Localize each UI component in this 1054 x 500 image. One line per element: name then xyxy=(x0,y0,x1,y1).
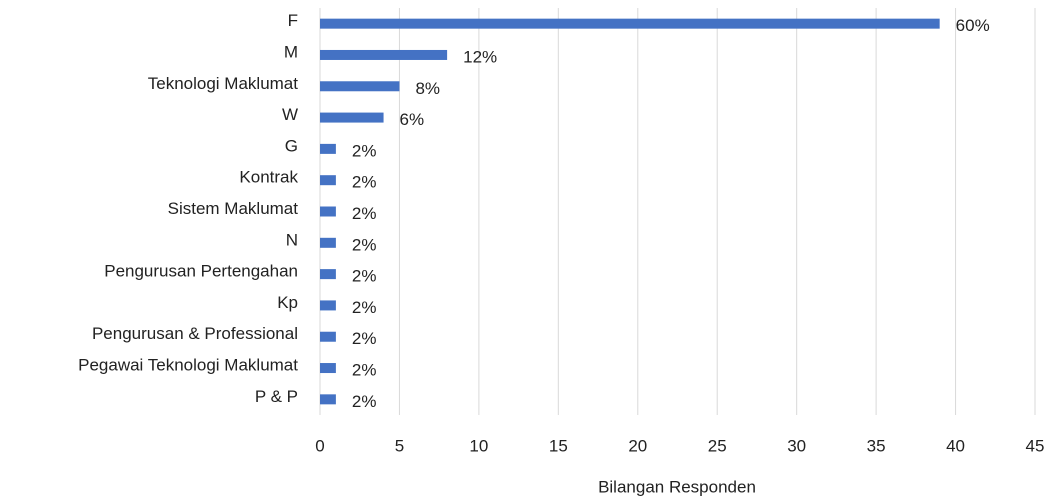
value-label: 2% xyxy=(352,204,377,223)
y-tick-label: M xyxy=(284,42,298,61)
y-tick-label: Kp xyxy=(277,293,298,312)
value-label: 12% xyxy=(463,47,497,66)
x-tick-label: 5 xyxy=(395,436,404,455)
y-tick-label: G xyxy=(285,136,298,155)
x-tick-label: 25 xyxy=(708,436,727,455)
y-tick-label: Teknologi Maklumat xyxy=(148,74,299,93)
value-label: 2% xyxy=(352,298,377,317)
bar xyxy=(320,363,336,374)
value-label: 8% xyxy=(415,79,440,98)
x-axis-title: Bilangan Responden xyxy=(598,477,756,496)
y-tick-label: Kontrak xyxy=(239,168,298,187)
x-tick-label: 45 xyxy=(1026,436,1045,455)
bar xyxy=(320,81,400,92)
bar xyxy=(320,394,336,405)
value-label: 2% xyxy=(352,173,377,192)
y-tick-label: F xyxy=(288,11,298,30)
y-tick-label: Pengurusan & Professional xyxy=(92,324,298,343)
bar xyxy=(320,237,336,248)
bar xyxy=(320,143,336,154)
x-tick-label: 20 xyxy=(628,436,647,455)
bar xyxy=(320,300,336,311)
x-tick-label: 0 xyxy=(315,436,324,455)
y-tick-label: Sistem Maklumat xyxy=(168,199,299,218)
x-tick-label: 15 xyxy=(549,436,568,455)
y-tick-label: W xyxy=(282,105,298,124)
bar xyxy=(320,206,336,217)
y-tick-label: P & P xyxy=(255,387,298,406)
value-label: 2% xyxy=(352,392,377,411)
value-label: 2% xyxy=(352,267,377,286)
value-label: 2% xyxy=(352,235,377,254)
bar xyxy=(320,175,336,186)
value-label: 2% xyxy=(352,141,377,160)
y-tick-label: Pengurusan Pertengahan xyxy=(104,262,298,281)
x-tick-label: 10 xyxy=(469,436,488,455)
x-tick-label: 40 xyxy=(946,436,965,455)
bar xyxy=(320,269,336,280)
y-tick-label: Pegawai Teknologi Maklumat xyxy=(78,356,298,375)
bar xyxy=(320,49,448,60)
bar xyxy=(320,18,940,29)
bar xyxy=(320,112,384,123)
x-tick-label: 30 xyxy=(787,436,806,455)
y-tick-label: N xyxy=(286,230,298,249)
bar xyxy=(320,331,336,342)
x-tick-label: 35 xyxy=(867,436,886,455)
value-label: 2% xyxy=(352,361,377,380)
value-label: 60% xyxy=(956,16,990,35)
value-label: 6% xyxy=(400,110,425,129)
value-label: 2% xyxy=(352,329,377,348)
